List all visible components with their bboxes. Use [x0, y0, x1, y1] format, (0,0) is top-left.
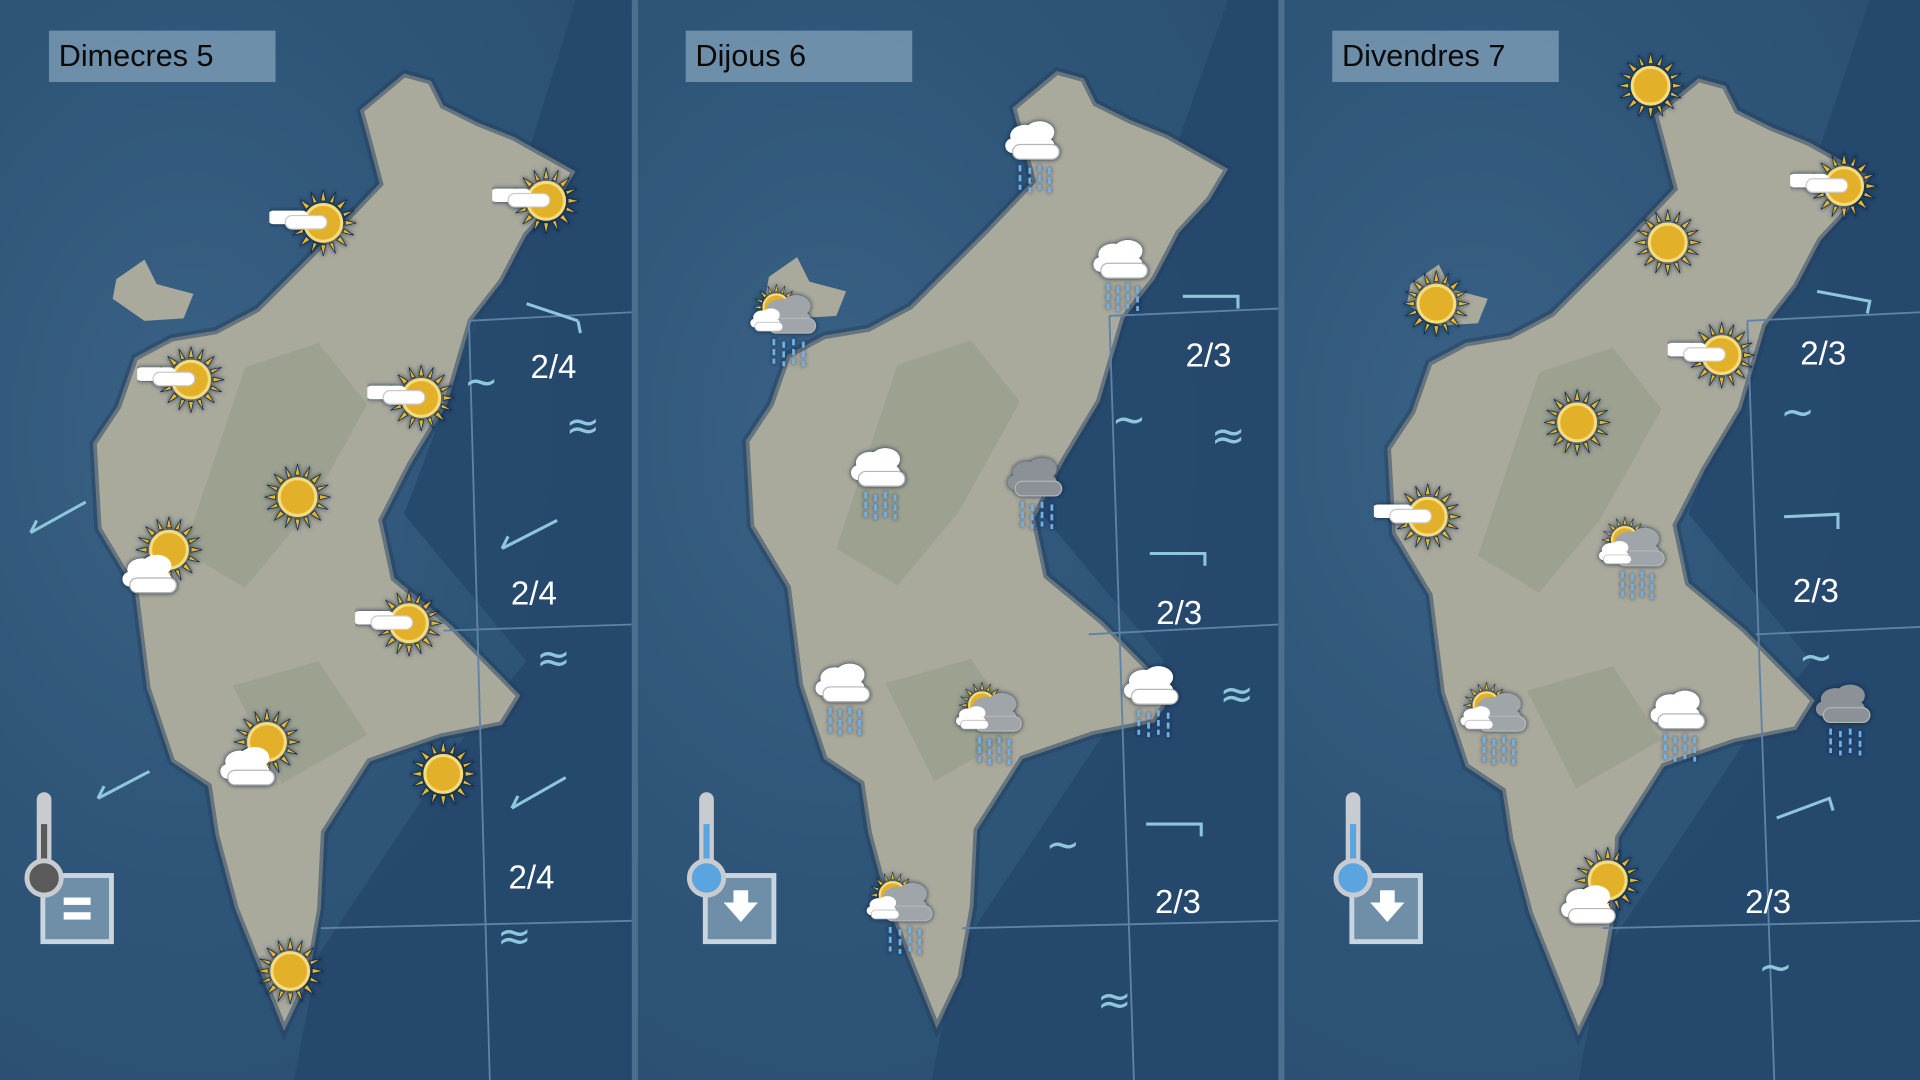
open-sea — [293, 0, 632, 1080]
forecast-panel-1: Dimecres 5 2/4 2/4 2/4 ≈ ≈ ≈ ~ — [0, 0, 632, 1080]
sun-cloud-rain-icon — [853, 866, 946, 959]
sun-cloud-icon — [269, 174, 362, 267]
sun-cloud-rain-icon — [943, 676, 1036, 769]
forecast-panel-3: Divendres 7 2/3 2/3 2/3 ~ ~ ~ — [1284, 0, 1920, 1080]
open-sea — [931, 0, 1279, 1080]
panel-divider — [631, 0, 638, 1080]
map — [29, 0, 632, 1080]
cloud-sun-icon — [211, 703, 304, 796]
temperature-trend-legend — [24, 792, 114, 945]
sun-cloud-icon — [1374, 468, 1467, 561]
dark-rain-icon — [1796, 670, 1889, 763]
sun-cloud-rain-icon — [1586, 511, 1679, 604]
wind-arrow-icon — [1182, 294, 1240, 309]
sea-state-label: 2/3 — [1792, 572, 1839, 610]
wave-icon: ~ — [1798, 633, 1834, 683]
cloud-sun-icon — [113, 511, 206, 604]
rain-icon — [1631, 676, 1724, 769]
sea-state-label: 2/3 — [1745, 883, 1792, 921]
open-sea — [1578, 0, 1920, 1080]
wind-arrow-icon — [1784, 512, 1840, 529]
sea-zone-grid — [320, 311, 632, 1080]
wind-arrow-icon — [1149, 551, 1207, 566]
map — [638, 0, 1279, 1080]
sun-icon — [244, 924, 337, 1017]
sun-cloud-icon — [1790, 137, 1883, 230]
day-title: Dimecres 5 — [48, 30, 276, 83]
temperature-trend-legend — [686, 792, 777, 945]
rain-icon — [796, 649, 889, 742]
wave-icon: ≈ — [496, 912, 532, 962]
rain-icon — [831, 433, 924, 526]
rain-icon — [1104, 651, 1197, 744]
rain-icon — [1074, 225, 1167, 318]
sun-cloud-rain-icon — [737, 278, 830, 371]
wind-arrow-icon — [1146, 822, 1203, 837]
sun-icon — [1604, 39, 1697, 132]
wind-arrow-icon — [510, 776, 567, 810]
sun-cloud-icon — [1668, 306, 1761, 399]
sea-state-label: 2/3 — [1800, 334, 1847, 372]
sun-cloud-icon — [367, 349, 460, 442]
sun-icon — [1531, 376, 1624, 469]
sea-state-label: 2/3 — [1154, 883, 1201, 921]
sun-cloud-icon — [137, 331, 230, 424]
sun-icon — [1390, 257, 1483, 350]
wave-icon: ≈ — [1219, 669, 1255, 719]
wave-icon: ~ — [463, 357, 499, 407]
sea-zone-grid — [1602, 311, 1920, 1080]
panel-divider — [1278, 0, 1285, 1080]
wave-icon: ≈ — [1096, 975, 1132, 1025]
sun-icon — [1621, 196, 1714, 289]
sea-state-label: 2/4 — [508, 858, 555, 896]
temperature-trend-legend — [1333, 792, 1423, 945]
wind-arrow-icon — [96, 770, 151, 800]
dark-rain-icon — [988, 443, 1081, 536]
wind-arrow-icon — [1816, 289, 1872, 314]
wind-arrow-icon — [526, 302, 582, 334]
wave-icon: ~ — [1045, 820, 1081, 870]
sun-cloud-rain-icon — [1447, 676, 1540, 769]
cloud-sun-icon — [1551, 841, 1644, 934]
wave-icon: ~ — [1758, 942, 1793, 992]
sea-state-label: 2/3 — [1156, 594, 1203, 632]
wave-icon: ≈ — [1210, 411, 1246, 461]
wave-icon: ~ — [1780, 388, 1816, 438]
day-title: Divendres 7 — [1332, 30, 1559, 83]
wind-arrow-icon — [1776, 796, 1835, 820]
sun-icon — [397, 727, 490, 820]
sea-zone-grid — [962, 307, 1279, 1080]
sea-state-label: 2/4 — [510, 574, 557, 612]
sun-icon — [251, 451, 344, 544]
sea-state-label: 2/4 — [530, 348, 577, 386]
sea-state-label: 2/3 — [1185, 337, 1232, 375]
wave-icon: ~ — [1111, 395, 1147, 445]
wind-arrow-icon — [500, 519, 558, 550]
wave-icon: ≈ — [536, 634, 571, 684]
rain-icon — [986, 107, 1079, 200]
wave-icon: ≈ — [565, 401, 601, 451]
sun-cloud-icon — [355, 574, 448, 667]
map — [1284, 0, 1920, 1080]
sun-cloud-icon — [492, 152, 585, 245]
forecast-panel-2: Dijous 6 2/3 2/3 2/3 ≈ ≈ ≈ ~ ~ — [637, 0, 1279, 1080]
day-title: Dijous 6 — [685, 30, 913, 83]
wind-arrow-icon — [29, 500, 87, 534]
